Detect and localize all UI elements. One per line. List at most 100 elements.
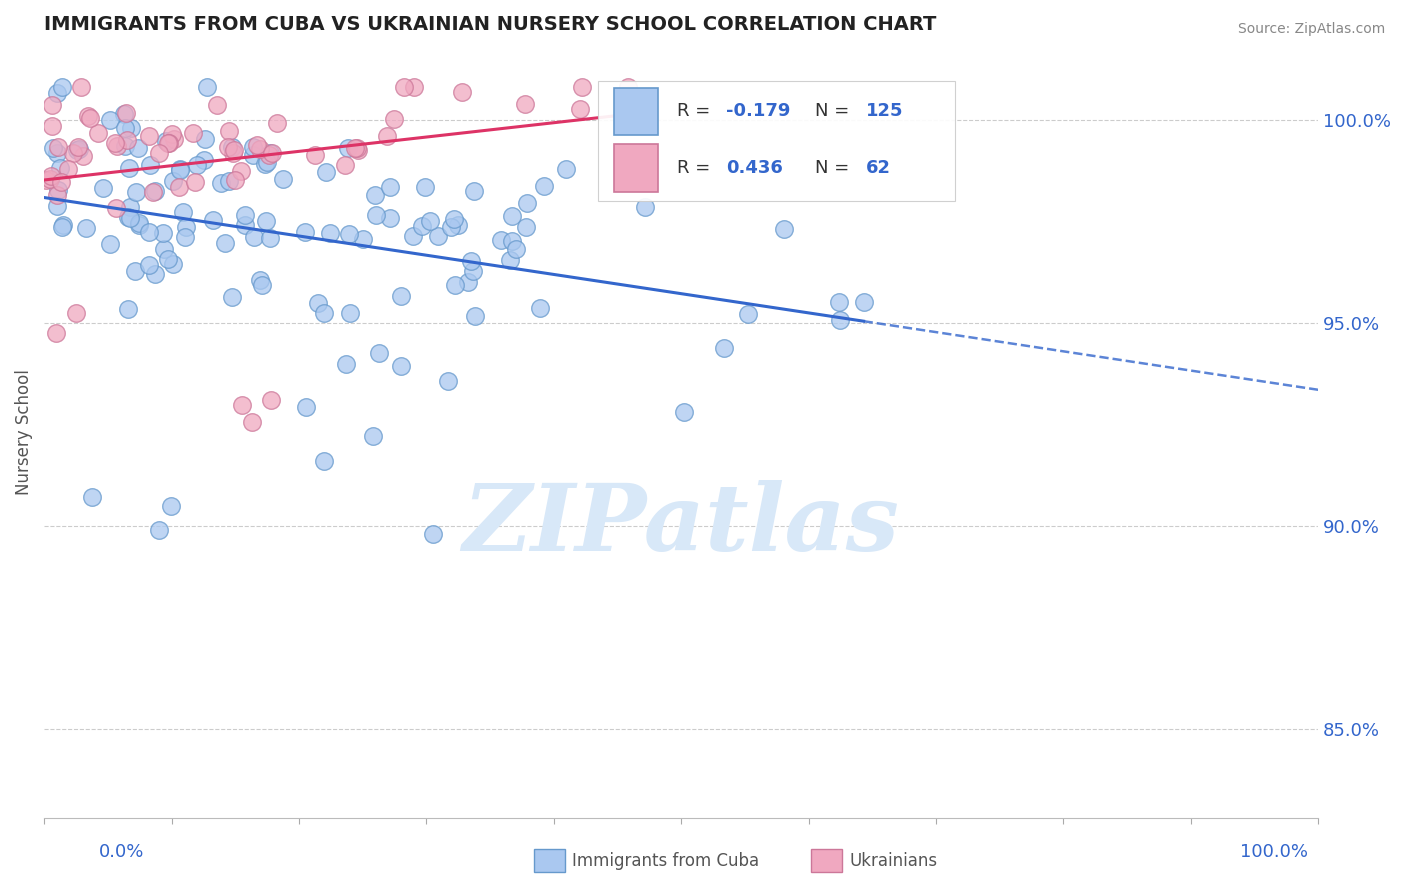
Point (259, 231, 281, 245)
Point (117, 161, 139, 176)
Point (235, 208, 257, 222)
Point (672, 405, 695, 419)
Point (501, 209, 523, 223)
Point (45, 146, 67, 161)
Point (82, 490, 104, 504)
Point (46, 183, 69, 197)
Point (105, 138, 128, 153)
Point (202, 213, 225, 227)
Point (41, 120, 63, 134)
Point (139, 158, 162, 172)
Point (221, 140, 243, 154)
Point (250, 278, 273, 293)
Point (41, 97, 63, 112)
Point (337, 227, 360, 242)
Point (77, 109, 100, 123)
Point (46, 199, 69, 213)
FancyBboxPatch shape (811, 849, 842, 872)
Point (79, 112, 101, 126)
Point (568, 102, 591, 116)
Point (256, 155, 278, 169)
Point (218, 174, 240, 188)
Point (529, 301, 551, 315)
Text: 0.436: 0.436 (725, 159, 783, 177)
Point (333, 158, 356, 172)
Point (337, 141, 360, 155)
Point (343, 141, 366, 155)
Text: R =: R = (678, 103, 716, 120)
Text: 125: 125 (866, 103, 904, 120)
Point (174, 220, 197, 235)
Point (98, 237, 121, 252)
Point (128, 219, 150, 233)
Point (253, 156, 276, 170)
Point (49, 161, 72, 175)
Point (444, 278, 467, 293)
Point (463, 263, 485, 277)
Point (117, 211, 139, 225)
Point (828, 312, 851, 326)
Point (378, 211, 401, 226)
Point (368, 346, 391, 360)
Point (118, 200, 141, 214)
Point (51, 175, 73, 189)
Point (118, 211, 141, 225)
Point (127, 141, 149, 155)
Point (209, 176, 232, 190)
Point (214, 235, 236, 250)
Point (112, 106, 135, 120)
Point (72, 149, 94, 163)
Point (378, 180, 401, 194)
Text: IMMIGRANTS FROM CUBA VS UKRAINIAN NURSERY SCHOOL CORRELATION CHART: IMMIGRANTS FROM CUBA VS UKRAINIAN NURSER… (44, 15, 936, 34)
Point (156, 252, 179, 266)
Point (174, 230, 197, 244)
Point (218, 124, 240, 138)
Point (773, 222, 796, 236)
Point (312, 305, 335, 319)
Point (389, 359, 412, 373)
Point (447, 218, 470, 232)
Text: ZIPatlas: ZIPatlas (463, 480, 900, 570)
Text: Ukrainians: Ukrainians (849, 852, 938, 870)
Point (138, 225, 160, 239)
Point (153, 242, 176, 256)
Point (737, 307, 759, 321)
Point (443, 211, 465, 226)
Point (67, 140, 90, 154)
Point (617, 80, 640, 95)
Point (440, 220, 463, 235)
Point (143, 184, 166, 198)
Point (62, 146, 84, 161)
Point (115, 133, 138, 147)
Point (422, 527, 444, 541)
Point (124, 185, 146, 199)
Point (411, 219, 433, 233)
Point (152, 226, 174, 240)
Point (75, 221, 97, 235)
Point (352, 232, 374, 246)
Point (249, 273, 271, 287)
Point (427, 229, 450, 244)
Point (402, 229, 425, 244)
Point (335, 357, 357, 371)
Point (571, 80, 593, 95)
Point (46, 140, 69, 154)
Point (382, 112, 405, 126)
Point (413, 180, 436, 194)
Point (221, 145, 243, 160)
Point (364, 208, 387, 222)
Point (450, 85, 472, 99)
Text: N =: N = (815, 159, 855, 177)
Y-axis label: Nursery School: Nursery School (15, 369, 32, 495)
Point (163, 131, 186, 145)
Point (304, 148, 326, 162)
Point (114, 120, 136, 135)
Point (138, 128, 160, 143)
Point (464, 309, 486, 323)
Point (419, 214, 441, 228)
Point (181, 126, 204, 140)
Point (319, 226, 342, 240)
Point (142, 185, 165, 199)
Point (70, 80, 93, 95)
FancyBboxPatch shape (534, 849, 565, 872)
